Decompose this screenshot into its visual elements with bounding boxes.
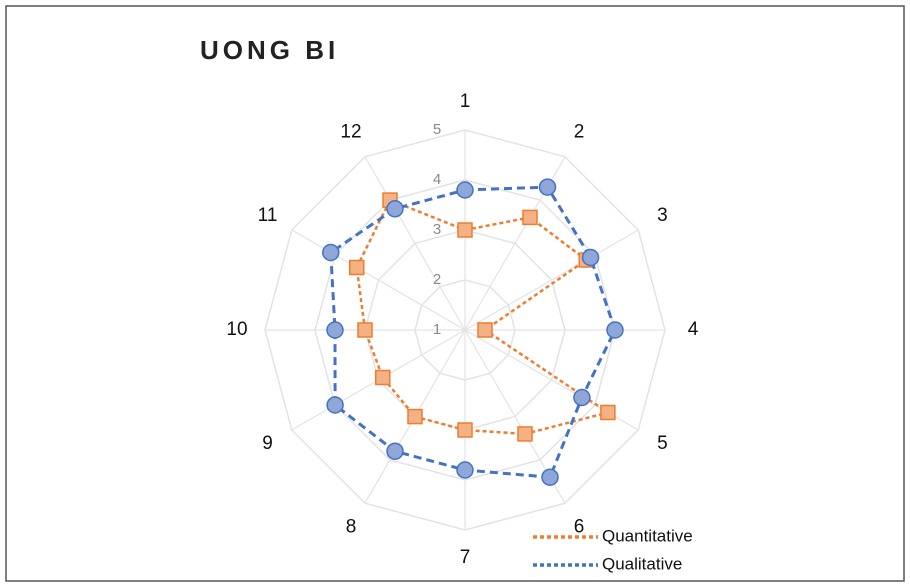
- marker: [541, 468, 559, 486]
- chart-title: UONG BI: [200, 35, 339, 65]
- spoke: [464, 229, 639, 331]
- marker: [456, 461, 474, 479]
- marker: [357, 322, 373, 338]
- category-label: 3: [657, 205, 668, 226]
- r-tick-label: 3: [433, 221, 441, 238]
- spoke: [291, 229, 466, 331]
- category-label: 6: [574, 516, 585, 537]
- marker: [522, 209, 538, 226]
- category-label: 9: [262, 433, 273, 454]
- r-tick-label: 4: [433, 171, 441, 188]
- category-label: 2: [574, 122, 585, 143]
- marker: [348, 259, 365, 276]
- marker: [600, 404, 616, 421]
- category-label: 1: [460, 91, 471, 112]
- category-label: 11: [258, 205, 278, 226]
- r-tick-label: 5: [433, 121, 441, 138]
- legend-label: Qualitative: [602, 554, 682, 573]
- category-label: 7: [460, 547, 471, 568]
- category-label: 10: [226, 319, 247, 340]
- category-label: 12: [340, 122, 361, 143]
- marker: [573, 388, 591, 407]
- marker: [386, 200, 404, 218]
- marker: [606, 321, 624, 339]
- marker: [322, 243, 340, 262]
- r-tick-label: 1: [433, 321, 441, 338]
- marker: [477, 322, 493, 338]
- category-label: 8: [346, 516, 357, 537]
- marker: [581, 248, 600, 267]
- marker: [538, 178, 557, 196]
- marker: [517, 426, 533, 442]
- marker: [457, 222, 473, 238]
- category-label: 4: [688, 319, 699, 340]
- category-label: 5: [657, 433, 668, 454]
- marker: [457, 422, 473, 438]
- marker: [326, 321, 344, 339]
- spoke: [364, 156, 466, 331]
- marker: [326, 396, 344, 414]
- marker: [407, 408, 423, 425]
- marker: [456, 181, 474, 199]
- marker: [374, 369, 391, 386]
- chart-border: [5, 5, 905, 582]
- marker: [386, 442, 404, 460]
- r-tick-label: 2: [433, 271, 441, 288]
- legend-label: Quantitative: [602, 526, 693, 545]
